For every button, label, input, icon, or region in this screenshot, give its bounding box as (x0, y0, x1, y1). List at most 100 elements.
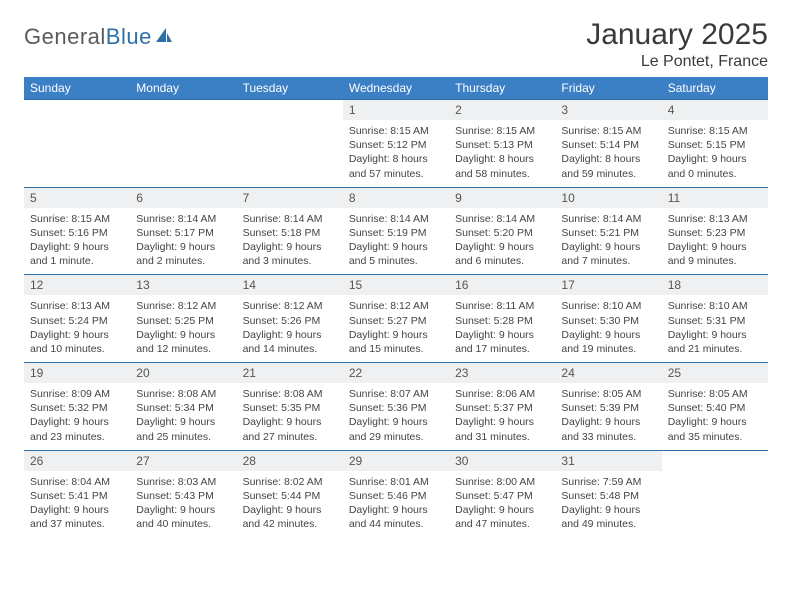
day-number-cell: 20 (130, 363, 236, 384)
daylight-text-1: Daylight: 9 hours (136, 328, 230, 342)
daynum-row: 1234 (24, 100, 768, 121)
day-detail-cell: Sunrise: 8:14 AMSunset: 5:19 PMDaylight:… (343, 208, 449, 275)
daylight-text-1: Daylight: 9 hours (561, 415, 655, 429)
sunrise-text: Sunrise: 8:05 AM (668, 387, 762, 401)
day-detail-cell: Sunrise: 7:59 AMSunset: 5:48 PMDaylight:… (555, 471, 661, 538)
day-detail-cell: Sunrise: 8:05 AMSunset: 5:40 PMDaylight:… (662, 383, 768, 450)
daylight-text-1: Daylight: 9 hours (668, 152, 762, 166)
day-number-cell: 25 (662, 363, 768, 384)
sunset-text: Sunset: 5:41 PM (30, 489, 124, 503)
logo-text-part1: General (24, 24, 106, 50)
weekday-header-row: Sunday Monday Tuesday Wednesday Thursday… (24, 77, 768, 100)
sunrise-text: Sunrise: 8:09 AM (30, 387, 124, 401)
day-number-cell: 24 (555, 363, 661, 384)
sunset-text: Sunset: 5:18 PM (243, 226, 337, 240)
day-detail-cell: Sunrise: 8:15 AMSunset: 5:14 PMDaylight:… (555, 120, 661, 187)
daynum-row: 19202122232425 (24, 363, 768, 384)
daylight-text-1: Daylight: 9 hours (30, 240, 124, 254)
daylight-text-2: and 44 minutes. (349, 517, 443, 531)
daylight-text-1: Daylight: 9 hours (349, 415, 443, 429)
sunset-text: Sunset: 5:39 PM (561, 401, 655, 415)
sunset-text: Sunset: 5:27 PM (349, 314, 443, 328)
calendar-page: GeneralBlue January 2025 Le Pontet, Fran… (0, 0, 792, 547)
daylight-text-2: and 37 minutes. (30, 517, 124, 531)
sunset-text: Sunset: 5:35 PM (243, 401, 337, 415)
sunrise-text: Sunrise: 8:14 AM (455, 212, 549, 226)
sunrise-text: Sunrise: 8:13 AM (30, 299, 124, 313)
weekday-header: Saturday (662, 77, 768, 100)
daylight-text-2: and 40 minutes. (136, 517, 230, 531)
sunset-text: Sunset: 5:43 PM (136, 489, 230, 503)
daylight-text-1: Daylight: 9 hours (668, 240, 762, 254)
daylight-text-1: Daylight: 9 hours (30, 415, 124, 429)
sunset-text: Sunset: 5:28 PM (455, 314, 549, 328)
sunset-text: Sunset: 5:47 PM (455, 489, 549, 503)
day-detail-cell: Sunrise: 8:04 AMSunset: 5:41 PMDaylight:… (24, 471, 130, 538)
day-detail-cell: Sunrise: 8:12 AMSunset: 5:26 PMDaylight:… (237, 295, 343, 362)
sunrise-text: Sunrise: 8:14 AM (349, 212, 443, 226)
day-number-cell: 26 (24, 450, 130, 471)
daylight-text-2: and 12 minutes. (136, 342, 230, 356)
weekday-header: Thursday (449, 77, 555, 100)
day-detail-cell: Sunrise: 8:15 AMSunset: 5:16 PMDaylight:… (24, 208, 130, 275)
day-number-cell: 1 (343, 100, 449, 121)
sunset-text: Sunset: 5:46 PM (349, 489, 443, 503)
day-number-cell: 19 (24, 363, 130, 384)
daylight-text-2: and 47 minutes. (455, 517, 549, 531)
day-number-cell: 29 (343, 450, 449, 471)
day-detail-cell (662, 471, 768, 538)
day-detail-cell: Sunrise: 8:14 AMSunset: 5:18 PMDaylight:… (237, 208, 343, 275)
day-number-cell: 21 (237, 363, 343, 384)
daylight-text-1: Daylight: 9 hours (455, 503, 549, 517)
logo-sail-icon (154, 24, 174, 50)
daylight-text-2: and 58 minutes. (455, 167, 549, 181)
daylight-text-2: and 15 minutes. (349, 342, 443, 356)
day-number-cell: 30 (449, 450, 555, 471)
day-detail-cell: Sunrise: 8:14 AMSunset: 5:21 PMDaylight:… (555, 208, 661, 275)
day-number-cell: 17 (555, 275, 661, 296)
sunrise-text: Sunrise: 8:15 AM (668, 124, 762, 138)
daylight-text-1: Daylight: 9 hours (561, 503, 655, 517)
daylight-text-1: Daylight: 9 hours (455, 328, 549, 342)
detail-row: Sunrise: 8:09 AMSunset: 5:32 PMDaylight:… (24, 383, 768, 450)
day-detail-cell: Sunrise: 8:05 AMSunset: 5:39 PMDaylight:… (555, 383, 661, 450)
day-detail-cell: Sunrise: 8:13 AMSunset: 5:23 PMDaylight:… (662, 208, 768, 275)
sunset-text: Sunset: 5:23 PM (668, 226, 762, 240)
day-detail-cell: Sunrise: 8:02 AMSunset: 5:44 PMDaylight:… (237, 471, 343, 538)
day-detail-cell: Sunrise: 8:14 AMSunset: 5:20 PMDaylight:… (449, 208, 555, 275)
sunrise-text: Sunrise: 8:03 AM (136, 475, 230, 489)
day-number-cell: 28 (237, 450, 343, 471)
detail-row: Sunrise: 8:15 AMSunset: 5:12 PMDaylight:… (24, 120, 768, 187)
sunrise-text: Sunrise: 8:07 AM (349, 387, 443, 401)
daylight-text-1: Daylight: 9 hours (30, 328, 124, 342)
daylight-text-2: and 31 minutes. (455, 430, 549, 444)
sunrise-text: Sunrise: 8:14 AM (136, 212, 230, 226)
weekday-header: Tuesday (237, 77, 343, 100)
detail-row: Sunrise: 8:13 AMSunset: 5:24 PMDaylight:… (24, 295, 768, 362)
daylight-text-1: Daylight: 9 hours (30, 503, 124, 517)
day-detail-cell: Sunrise: 8:15 AMSunset: 5:13 PMDaylight:… (449, 120, 555, 187)
daylight-text-2: and 42 minutes. (243, 517, 337, 531)
daylight-text-2: and 25 minutes. (136, 430, 230, 444)
title-block: January 2025 Le Pontet, France (586, 18, 768, 71)
day-number-cell: 8 (343, 187, 449, 208)
daylight-text-1: Daylight: 9 hours (243, 503, 337, 517)
day-detail-cell: Sunrise: 8:15 AMSunset: 5:15 PMDaylight:… (662, 120, 768, 187)
sunrise-text: Sunrise: 8:10 AM (668, 299, 762, 313)
sunset-text: Sunset: 5:40 PM (668, 401, 762, 415)
daylight-text-2: and 19 minutes. (561, 342, 655, 356)
sunset-text: Sunset: 5:37 PM (455, 401, 549, 415)
daylight-text-1: Daylight: 9 hours (349, 328, 443, 342)
day-detail-cell (24, 120, 130, 187)
day-number-cell: 27 (130, 450, 236, 471)
sunrise-text: Sunrise: 8:12 AM (243, 299, 337, 313)
sunrise-text: Sunrise: 7:59 AM (561, 475, 655, 489)
daylight-text-1: Daylight: 8 hours (561, 152, 655, 166)
day-number-cell: 22 (343, 363, 449, 384)
sunset-text: Sunset: 5:17 PM (136, 226, 230, 240)
day-number-cell (237, 100, 343, 121)
daylight-text-2: and 0 minutes. (668, 167, 762, 181)
detail-row: Sunrise: 8:04 AMSunset: 5:41 PMDaylight:… (24, 471, 768, 538)
daylight-text-1: Daylight: 9 hours (455, 415, 549, 429)
day-detail-cell: Sunrise: 8:14 AMSunset: 5:17 PMDaylight:… (130, 208, 236, 275)
